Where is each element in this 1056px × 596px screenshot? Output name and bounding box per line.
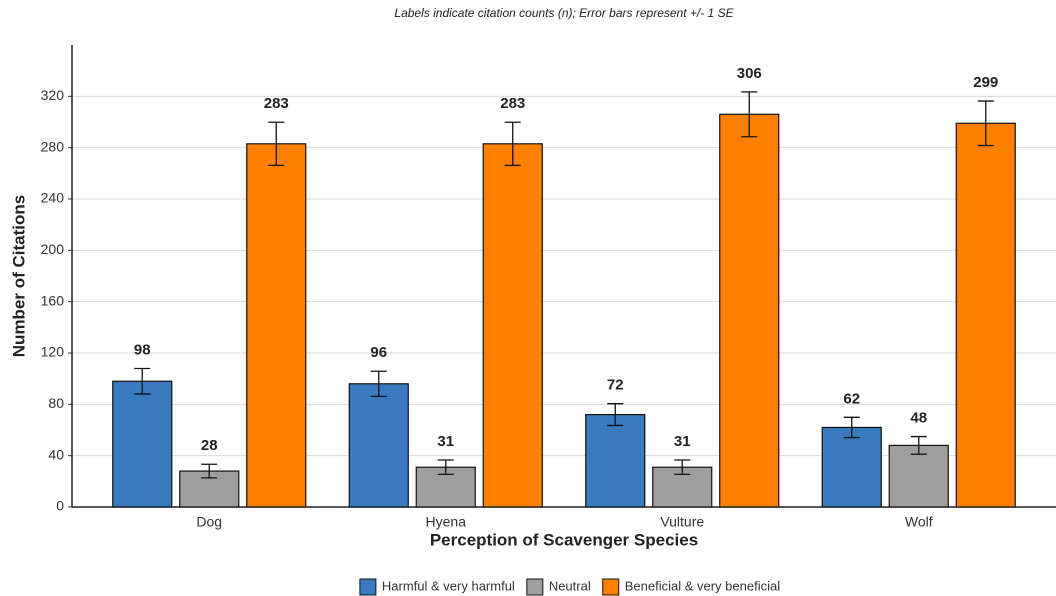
value-label: 283 (264, 95, 289, 112)
bar (888, 444, 949, 508)
marks: Dog 98 28 283 Hyena 96 31 283 Vulture 72 31 306 Wolf… (112, 65, 1016, 530)
value-label: 31 (437, 433, 454, 450)
x-tick-label: Hyena (426, 514, 467, 530)
bar (585, 414, 646, 508)
error-bar (607, 403, 624, 427)
bar (246, 143, 307, 508)
error-bar (674, 459, 691, 476)
x-axis-title: Perception of Scavenger Species (430, 530, 698, 549)
bar (821, 426, 882, 508)
error-bar (504, 121, 521, 167)
y-tick-label: 40 (48, 446, 64, 462)
y-tick-label: 200 (41, 241, 65, 257)
bar (348, 383, 409, 508)
legend-swatch (602, 578, 620, 596)
y-axis-title: Number of Citations (9, 195, 28, 357)
bar (482, 143, 543, 508)
x-tick-label: Dog (196, 514, 222, 530)
bar (719, 113, 780, 508)
legend-swatch (526, 578, 544, 596)
error-bar (843, 416, 860, 439)
error-bar (741, 91, 758, 138)
error-bar (134, 367, 151, 395)
error-bar (201, 463, 218, 479)
value-label: 48 (910, 410, 927, 427)
y-tick-label: 0 (56, 498, 64, 514)
value-label: 62 (843, 390, 860, 407)
grid: 0 40 80 120 160 200 240 280 320 (41, 45, 1056, 514)
value-label: 98 (134, 341, 151, 358)
error-bar (437, 459, 454, 476)
x-tick-label: Vulture (660, 514, 704, 530)
y-tick-label: 120 (41, 344, 65, 360)
bar (112, 380, 173, 508)
chart-subtitle: Labels indicate citation counts (n); Err… (394, 6, 734, 20)
value-label: 96 (370, 344, 387, 361)
legend-label: Beneficial & very beneficial (625, 578, 780, 593)
y-tick-label: 80 (48, 395, 64, 411)
bar (955, 122, 1016, 508)
error-bar (370, 370, 387, 398)
legend-label: Harmful & very harmful (382, 578, 515, 593)
value-label: 299 (973, 74, 998, 91)
legend-swatch (359, 578, 377, 596)
error-bar (977, 100, 994, 147)
x-tick-label: Wolf (905, 514, 933, 530)
legend-label: Neutral (549, 578, 591, 593)
value-label: 283 (500, 95, 525, 112)
error-bar (910, 435, 927, 455)
error-bar (268, 121, 285, 167)
y-tick-label: 320 (41, 87, 65, 103)
value-label: 306 (737, 65, 762, 82)
y-tick-label: 280 (41, 138, 65, 154)
value-label: 72 (607, 377, 624, 394)
value-label: 31 (674, 433, 691, 450)
value-label: 28 (201, 437, 218, 454)
y-tick-label: 240 (41, 190, 65, 206)
legend: Harmful & very harmful Neutral Beneficial … (359, 578, 780, 596)
y-tick-label: 160 (41, 292, 65, 308)
